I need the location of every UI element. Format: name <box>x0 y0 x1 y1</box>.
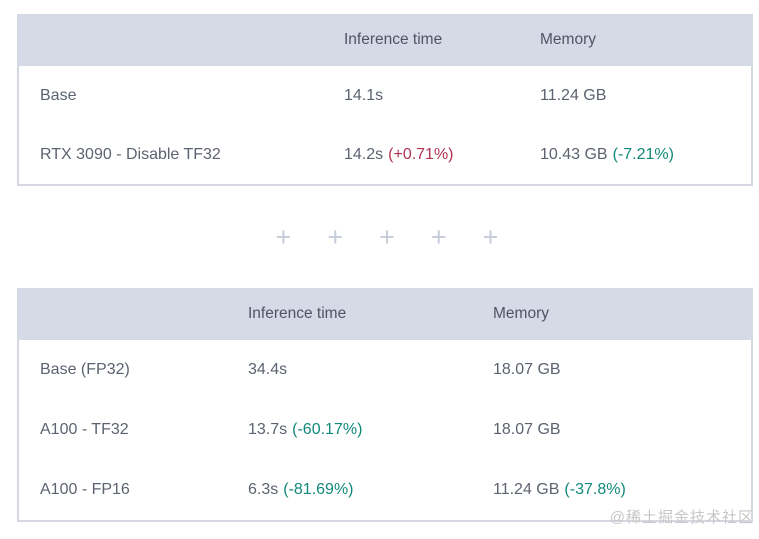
plus-icon: + <box>327 221 344 252</box>
memory-cell: 11.24 GB (-37.8%) <box>493 481 751 499</box>
inference-time-cell: 6.3s (-81.69%) <box>248 481 493 499</box>
plus-icon: + <box>275 221 292 252</box>
memory-value: 18.07 GB <box>493 421 561 438</box>
memory-cell: 11.24 GB <box>540 87 751 105</box>
inference-delta-badge: (-81.69%) <box>283 481 354 498</box>
inference-delta-badge: (+0.71%) <box>388 145 454 163</box>
inference-delta-badge: (-60.17%) <box>292 421 363 438</box>
header-cell-inference-time: Inference time <box>248 305 347 322</box>
inference-time-value: 14.1s <box>344 86 384 104</box>
inference-time-cell: 34.4s <box>248 361 493 379</box>
table-separator: + + + + + <box>0 186 759 288</box>
inference-time-cell: 13.7s (-60.17%) <box>248 421 493 439</box>
inference-time-value: 34.4s <box>248 361 288 378</box>
memory-value: 11.24 GB <box>540 86 607 104</box>
table-row: RTX 3090 - Disable TF32 14.2s (+0.71%) 10… <box>19 125 751 184</box>
header-cell-memory: Memory <box>493 305 549 322</box>
memory-value: 18.07 GB <box>493 361 561 378</box>
memory-cell: 18.07 GB <box>493 421 751 439</box>
table-body: Base 14.1s 11.24 GB RTX 3090 - Disable T… <box>17 66 753 186</box>
table-row: A100 - FP16 6.3s (-81.69%) 11.24 GB (-37.8… <box>19 460 751 520</box>
plus-icon: + <box>430 221 447 252</box>
inference-time-value: 13.7s <box>248 421 288 438</box>
row-label-cell: A100 - TF32 <box>40 421 129 438</box>
table-header-row: Inference time Memory <box>17 14 753 66</box>
rtx-3090-benchmark-table: Inference time Memory Base 14.1s 11.24 G… <box>17 14 753 186</box>
memory-cell: 18.07 GB <box>493 361 751 379</box>
memory-delta-badge: (-37.8%) <box>564 481 626 498</box>
watermark: @稀土掘金技术社区 <box>609 509 754 526</box>
memory-cell: 10.43 GB (-7.21%) <box>540 146 751 164</box>
header-cell-inference-time: Inference time <box>344 31 443 48</box>
inference-time-cell: 14.1s <box>344 87 540 105</box>
row-label-cell: A100 - FP16 <box>40 481 130 498</box>
row-label-cell: Base (FP32) <box>40 361 130 378</box>
table-row: Base 14.1s 11.24 GB <box>19 66 751 125</box>
inference-time-cell: 14.2s (+0.71%) <box>344 146 540 164</box>
table-row: Base (FP32) 34.4s 18.07 GB <box>19 340 751 400</box>
row-label-cell: Base <box>40 86 77 104</box>
plus-icon: + <box>482 221 499 252</box>
table-body: Base (FP32) 34.4s 18.07 GB A100 - TF32 1… <box>17 340 753 522</box>
memory-value: 10.43 GB <box>540 145 608 163</box>
row-label-cell: RTX 3090 - Disable TF32 <box>40 145 221 163</box>
inference-time-value: 6.3s <box>248 481 279 498</box>
table-row: A100 - TF32 13.7s (-60.17%) 18.07 GB <box>19 400 751 460</box>
header-cell-memory: Memory <box>540 31 596 48</box>
memory-delta-badge: (-7.21%) <box>612 145 674 163</box>
memory-value: 11.24 GB <box>493 481 560 498</box>
inference-time-value: 14.2s <box>344 145 384 163</box>
a100-benchmark-table: Inference time Memory Base (FP32) 34.4s … <box>17 288 753 522</box>
plus-icon: + <box>379 221 395 252</box>
table-header-row: Inference time Memory <box>17 288 753 340</box>
